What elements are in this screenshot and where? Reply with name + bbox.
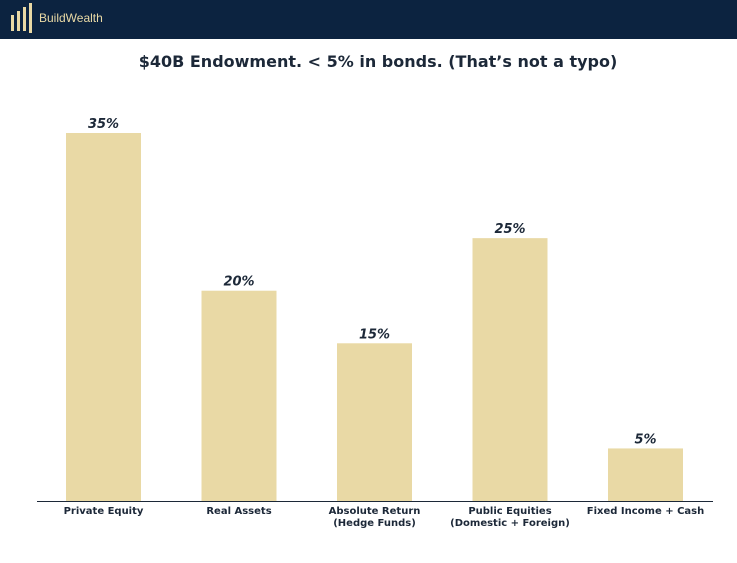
top-nav-bar: BuildWealth [0, 0, 737, 39]
x-tick-label: (Hedge Funds) [333, 518, 416, 529]
bar-value-label: 20% [223, 275, 254, 290]
bar-value-label: 15% [359, 327, 390, 342]
bar-value-label: 35% [88, 117, 119, 132]
x-tick-label: (Domestic + Foreign) [450, 518, 570, 529]
bar-value-label: 5% [634, 432, 656, 447]
x-tick-label: Fixed Income + Cash [587, 506, 704, 517]
x-tick-label: Public Equities [468, 506, 551, 517]
bar [337, 343, 412, 501]
bar [608, 448, 683, 501]
chart-title: $40B Endowment. < 5% in bonds. (That’s n… [138, 52, 618, 71]
x-tick-label: Absolute Return [329, 506, 421, 517]
bar-value-label: 25% [494, 222, 525, 237]
buildwealth-bars-logo-icon [11, 3, 32, 33]
bar [66, 133, 141, 501]
x-tick-label: Private Equity [64, 506, 144, 517]
bar [201, 290, 277, 501]
x-tick-label: Real Assets [206, 506, 271, 517]
brand-name[interactable]: BuildWealth [39, 11, 103, 25]
bar [472, 238, 548, 501]
